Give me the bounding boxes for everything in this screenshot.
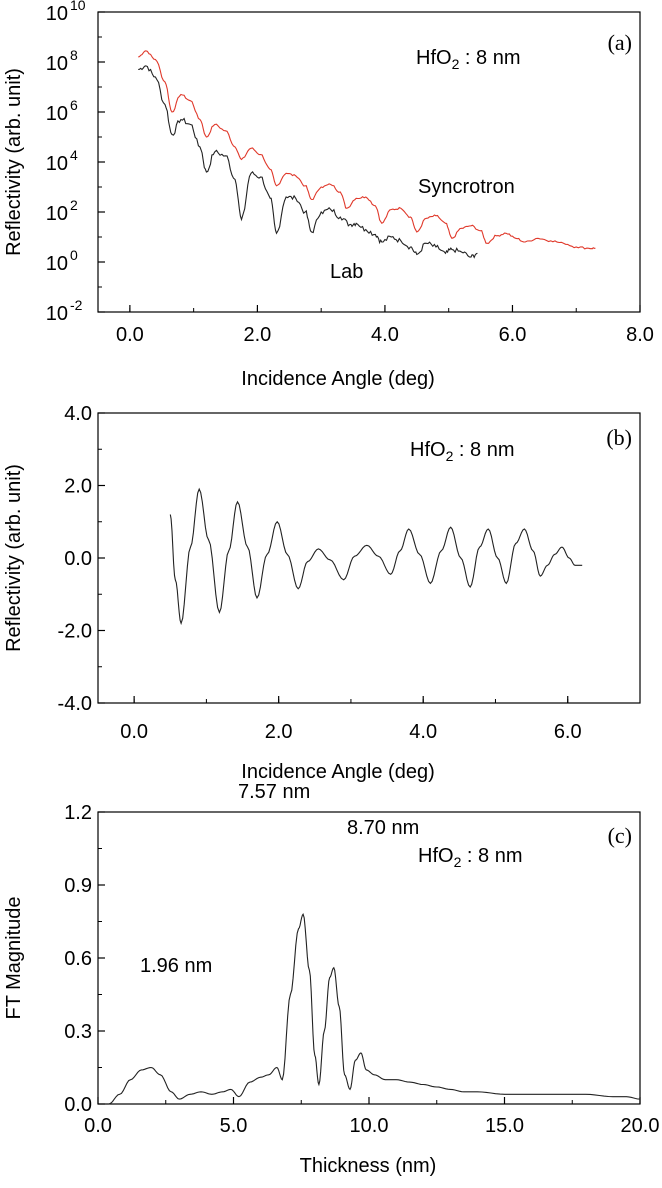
y-tick-label: 1.2 <box>64 802 92 824</box>
x-tick-label: 4.0 <box>371 324 399 346</box>
y-tick-label: 0.3 <box>64 1021 92 1043</box>
x-tick-label: 2.0 <box>244 324 272 346</box>
y-tick-exponent: 10 <box>70 0 86 13</box>
panel-a-sample-label: HfO2 : 8 nm <box>416 47 521 72</box>
panel-c-series <box>108 912 641 1105</box>
y-tick-exponent: 8 <box>70 47 78 63</box>
y-tick-label: 0.9 <box>64 875 92 897</box>
x-tick-label: 4.0 <box>409 721 437 743</box>
panel-c-sample-label: HfO2 : 8 nm <box>418 845 523 870</box>
y-tick-label: 10 <box>46 103 68 125</box>
panel-b-y-axis-label: Reflectivity (arb. unit) <box>3 464 25 652</box>
panel-a-label: (a) <box>608 30 632 55</box>
series-label-syncrotron: Syncrotron <box>418 176 515 198</box>
panel-b-ticks: 0.0 2.0 4.0 6.0 -4.0 -2.0 0.0 2.0 4.0 <box>58 403 641 743</box>
y-tick-label: 10 <box>46 53 68 75</box>
series-line-main <box>108 912 641 1105</box>
peak-label-7-57: 7.57 nm <box>238 781 310 803</box>
x-tick-label: 2.0 <box>265 721 293 743</box>
panel-a-x-axis-label: Incidence Angle (deg) <box>241 368 434 390</box>
panel-a-plot-frame <box>97 11 641 313</box>
x-tick-label: 5.0 <box>220 1115 248 1137</box>
y-tick-exponent: 0 <box>70 247 78 263</box>
y-tick-label: 10 <box>46 203 68 225</box>
peak-label-1-96: 1.96 nm <box>140 955 212 977</box>
y-tick-exponent: 2 <box>70 197 78 213</box>
y-tick-label: 10 <box>46 3 68 25</box>
x-tick-label: 6.0 <box>499 324 527 346</box>
x-tick-label: 0.0 <box>84 1115 112 1137</box>
panel-c-y-axis-label: FT Magnitude <box>3 896 25 1019</box>
y-tick-label: 2.0 <box>64 476 92 498</box>
x-tick-label: 0.0 <box>116 324 144 346</box>
x-tick-label: 10.0 <box>350 1115 389 1137</box>
y-tick-label: -4.0 <box>58 693 92 715</box>
y-tick-label: 10 <box>46 303 68 325</box>
y-tick-label: 4.0 <box>64 403 92 425</box>
panel-b-label: (b) <box>606 425 632 450</box>
y-tick-label: 10 <box>46 153 68 175</box>
peak-label-8-70: 8.70 nm <box>347 817 419 839</box>
panel-b-sample-label: HfO2 : 8 nm <box>410 439 515 464</box>
y-tick-exponent: 6 <box>70 97 78 113</box>
panel-c-label: (c) <box>608 823 632 848</box>
panel-b-plot-frame <box>97 412 641 704</box>
x-tick-label: 6.0 <box>554 721 582 743</box>
series-line-main <box>169 487 583 626</box>
panel-b-series <box>169 487 583 626</box>
y-tick-label: 0.0 <box>64 1094 92 1116</box>
series-label-lab: Lab <box>330 261 363 283</box>
y-tick-label: 10 <box>46 253 68 275</box>
x-tick-label: 15.0 <box>485 1115 524 1137</box>
x-tick-label: 20.0 <box>621 1115 660 1137</box>
y-tick-label: 0.0 <box>64 548 92 570</box>
y-tick-exponent: 4 <box>70 147 78 163</box>
series-line-syncrotron <box>138 50 596 250</box>
panel-a-series <box>138 50 596 259</box>
x-tick-label: 0.0 <box>120 721 148 743</box>
y-tick-exponent: -2 <box>70 297 83 313</box>
y-tick-label: -2.0 <box>58 621 92 643</box>
panel-c-ticks: 0.0 5.0 10.0 15.0 20.0 0.0 0.3 0.6 0.9 1.2 <box>64 802 659 1137</box>
panel-c-x-axis-label: Thickness (nm) <box>300 1155 437 1177</box>
panel-a-y-axis-label: Reflectivity (arb. unit) <box>3 68 25 256</box>
panel-c: 0.0 5.0 10.0 15.0 20.0 0.0 0.3 0.6 0.9 1.2 (c) Hf… <box>3 781 659 1177</box>
panel-b-x-axis-label: Incidence Angle (deg) <box>241 761 434 783</box>
x-tick-label: 8.0 <box>626 324 654 346</box>
y-tick-label: 0.6 <box>64 948 92 970</box>
panel-b: 0.0 2.0 4.0 6.0 -4.0 -2.0 0.0 2.0 4.0 (b) HfO2 :… <box>3 403 641 783</box>
series-line-lab <box>138 65 478 259</box>
